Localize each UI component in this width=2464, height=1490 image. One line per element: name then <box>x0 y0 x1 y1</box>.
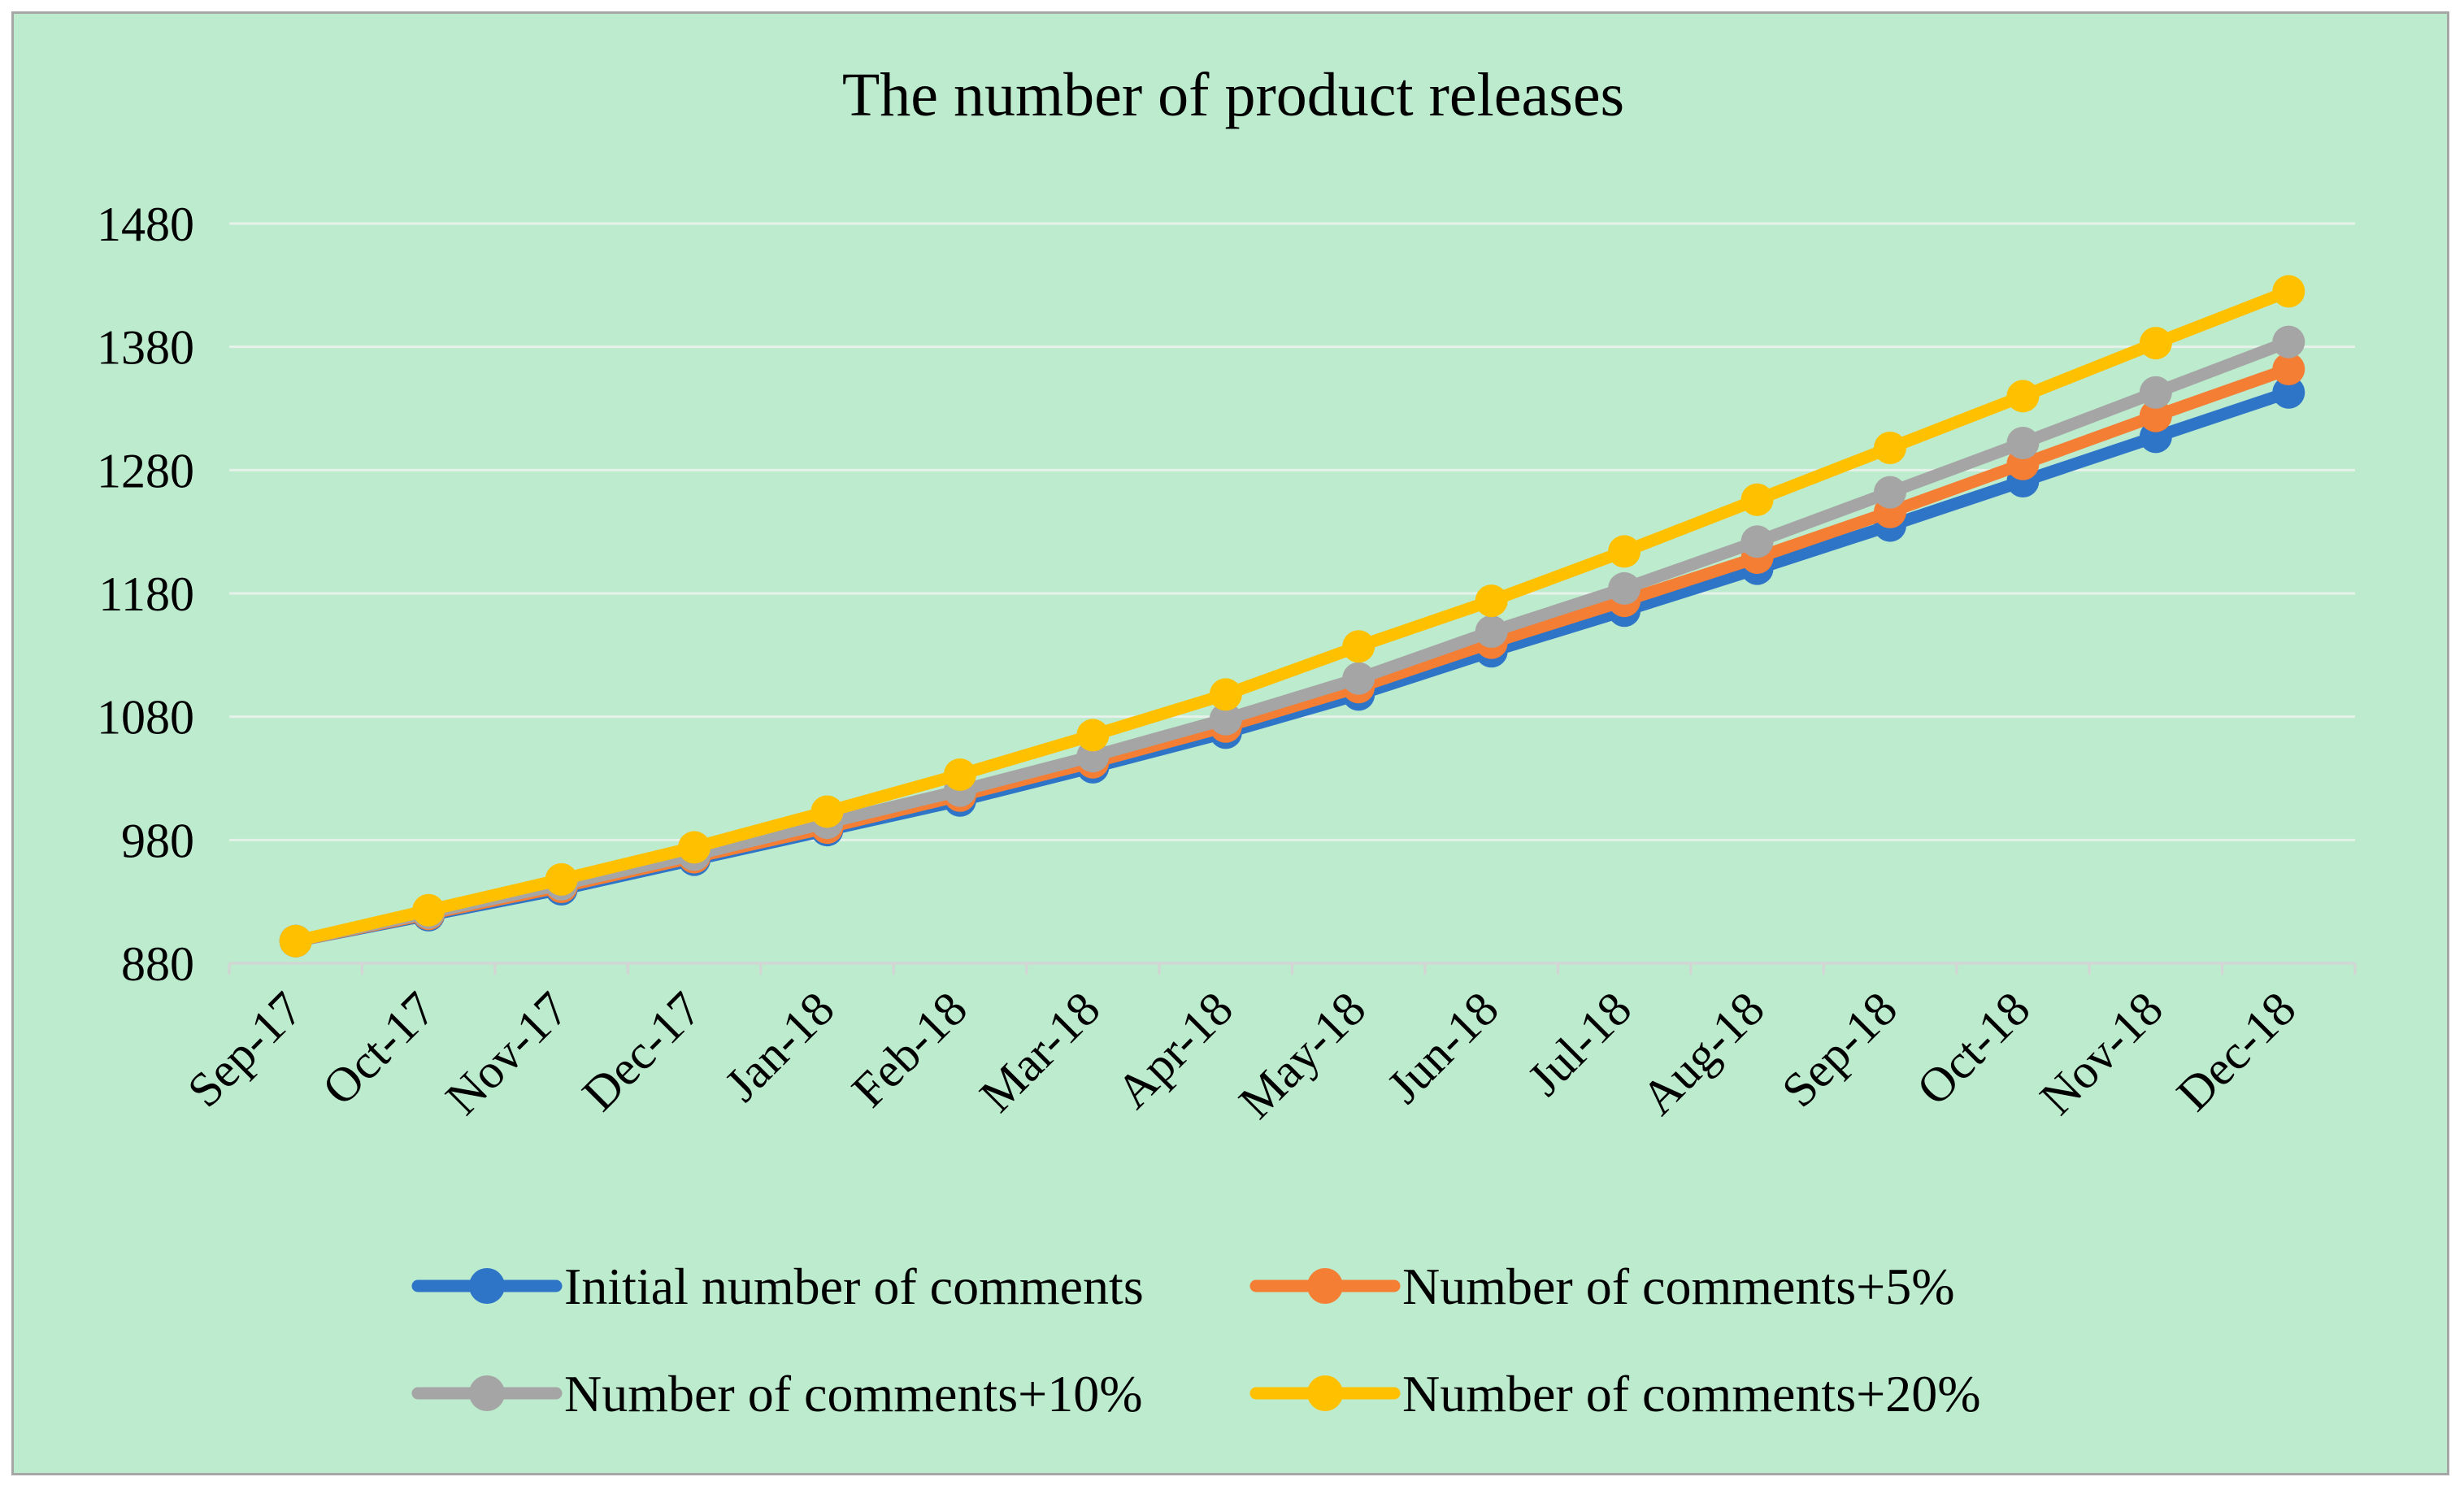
y-tick-label: 1080 <box>97 691 194 745</box>
chart-frame: The number of product releases 880 980 108… <box>11 11 2449 1475</box>
data-point <box>1342 662 1375 695</box>
y-tick-label: 880 <box>121 937 194 991</box>
y-tick-label: 1280 <box>97 444 194 497</box>
legend-item: Number of comments+10% <box>411 1365 1143 1423</box>
x-tick-label: Oct-17 <box>312 982 445 1115</box>
data-point <box>1608 535 1641 568</box>
data-point <box>2006 426 2040 459</box>
x-tick-label: Aug-18 <box>1631 982 1774 1125</box>
legend-swatch-marker <box>1307 1268 1343 1304</box>
y-tick-label: 1180 <box>98 567 194 621</box>
x-tick-label: Nov-18 <box>2030 982 2173 1125</box>
legend-label: Number of comments+10% <box>564 1365 1143 1423</box>
legend-item: Number of comments+5% <box>1249 1258 1955 1315</box>
legend-swatch-marker <box>469 1268 505 1304</box>
data-point <box>279 924 312 958</box>
y-tick-label: 1480 <box>97 198 194 251</box>
data-point <box>2139 376 2172 409</box>
data-point <box>1608 571 1641 605</box>
x-tick-label: Feb-18 <box>841 982 977 1118</box>
legend-swatch-marker <box>1307 1375 1343 1411</box>
line-chart: The number of product releases 880 980 108… <box>97 61 2357 1423</box>
data-point <box>1342 630 1375 663</box>
x-tick-label: Jan-18 <box>715 982 845 1112</box>
data-point <box>2006 380 2040 413</box>
legend-item: Number of comments+20% <box>1249 1365 1981 1423</box>
data-point <box>810 795 844 828</box>
data-point <box>2272 376 2305 409</box>
gridlines <box>229 222 2355 841</box>
x-tick-label: Dec-17 <box>572 982 712 1122</box>
data-point <box>2272 352 2305 385</box>
data-point <box>1209 678 1242 711</box>
data-point <box>412 893 445 927</box>
data-point <box>2139 327 2172 360</box>
data-point <box>1475 615 1508 649</box>
legend-label: Initial number of comments <box>564 1258 1144 1315</box>
y-tick-label: 980 <box>121 814 194 867</box>
data-point <box>1475 584 1508 618</box>
data-point <box>1209 702 1242 736</box>
x-tick-label: Sep-18 <box>1771 982 1907 1118</box>
x-tick-label: Apr-18 <box>1106 982 1243 1119</box>
data-point <box>1873 432 1906 465</box>
x-tick-label: Dec-18 <box>2166 982 2306 1122</box>
legend: Initial number of comments Number of comm… <box>411 1258 1981 1423</box>
legend-item: Initial number of comments <box>411 1258 1144 1315</box>
series-lines <box>279 275 2305 958</box>
x-tick-label: May-18 <box>1228 982 1375 1129</box>
x-tick-label: Sep-17 <box>177 982 313 1118</box>
data-point <box>2272 325 2305 358</box>
data-point <box>1076 719 1110 752</box>
y-tick-label: 1380 <box>97 321 194 375</box>
data-point <box>545 862 578 896</box>
data-point <box>943 758 976 791</box>
legend-label: Number of comments+5% <box>1402 1258 1955 1315</box>
chart-title: The number of product releases <box>842 61 1624 129</box>
data-point <box>678 831 711 864</box>
x-tick-label: Jul-18 <box>1518 982 1642 1106</box>
data-point <box>2139 399 2172 432</box>
legend-label: Number of comments+20% <box>1402 1365 1981 1423</box>
x-tick-label: Nov-17 <box>435 982 578 1125</box>
x-tick-label: Jun-18 <box>1377 982 1509 1114</box>
x-tick-label: Oct-18 <box>1906 982 2040 1115</box>
data-point <box>1873 476 1906 509</box>
data-point <box>1740 483 1774 516</box>
series-line <box>289 285 2295 948</box>
legend-swatch-marker <box>469 1375 505 1411</box>
series-line <box>289 336 2295 948</box>
axes: 88098010801180128013801480Sep-17Oct-17No… <box>97 198 2357 1129</box>
x-tick-label: Mar-18 <box>969 982 1110 1123</box>
data-point <box>2272 275 2305 308</box>
data-point <box>1740 525 1774 558</box>
